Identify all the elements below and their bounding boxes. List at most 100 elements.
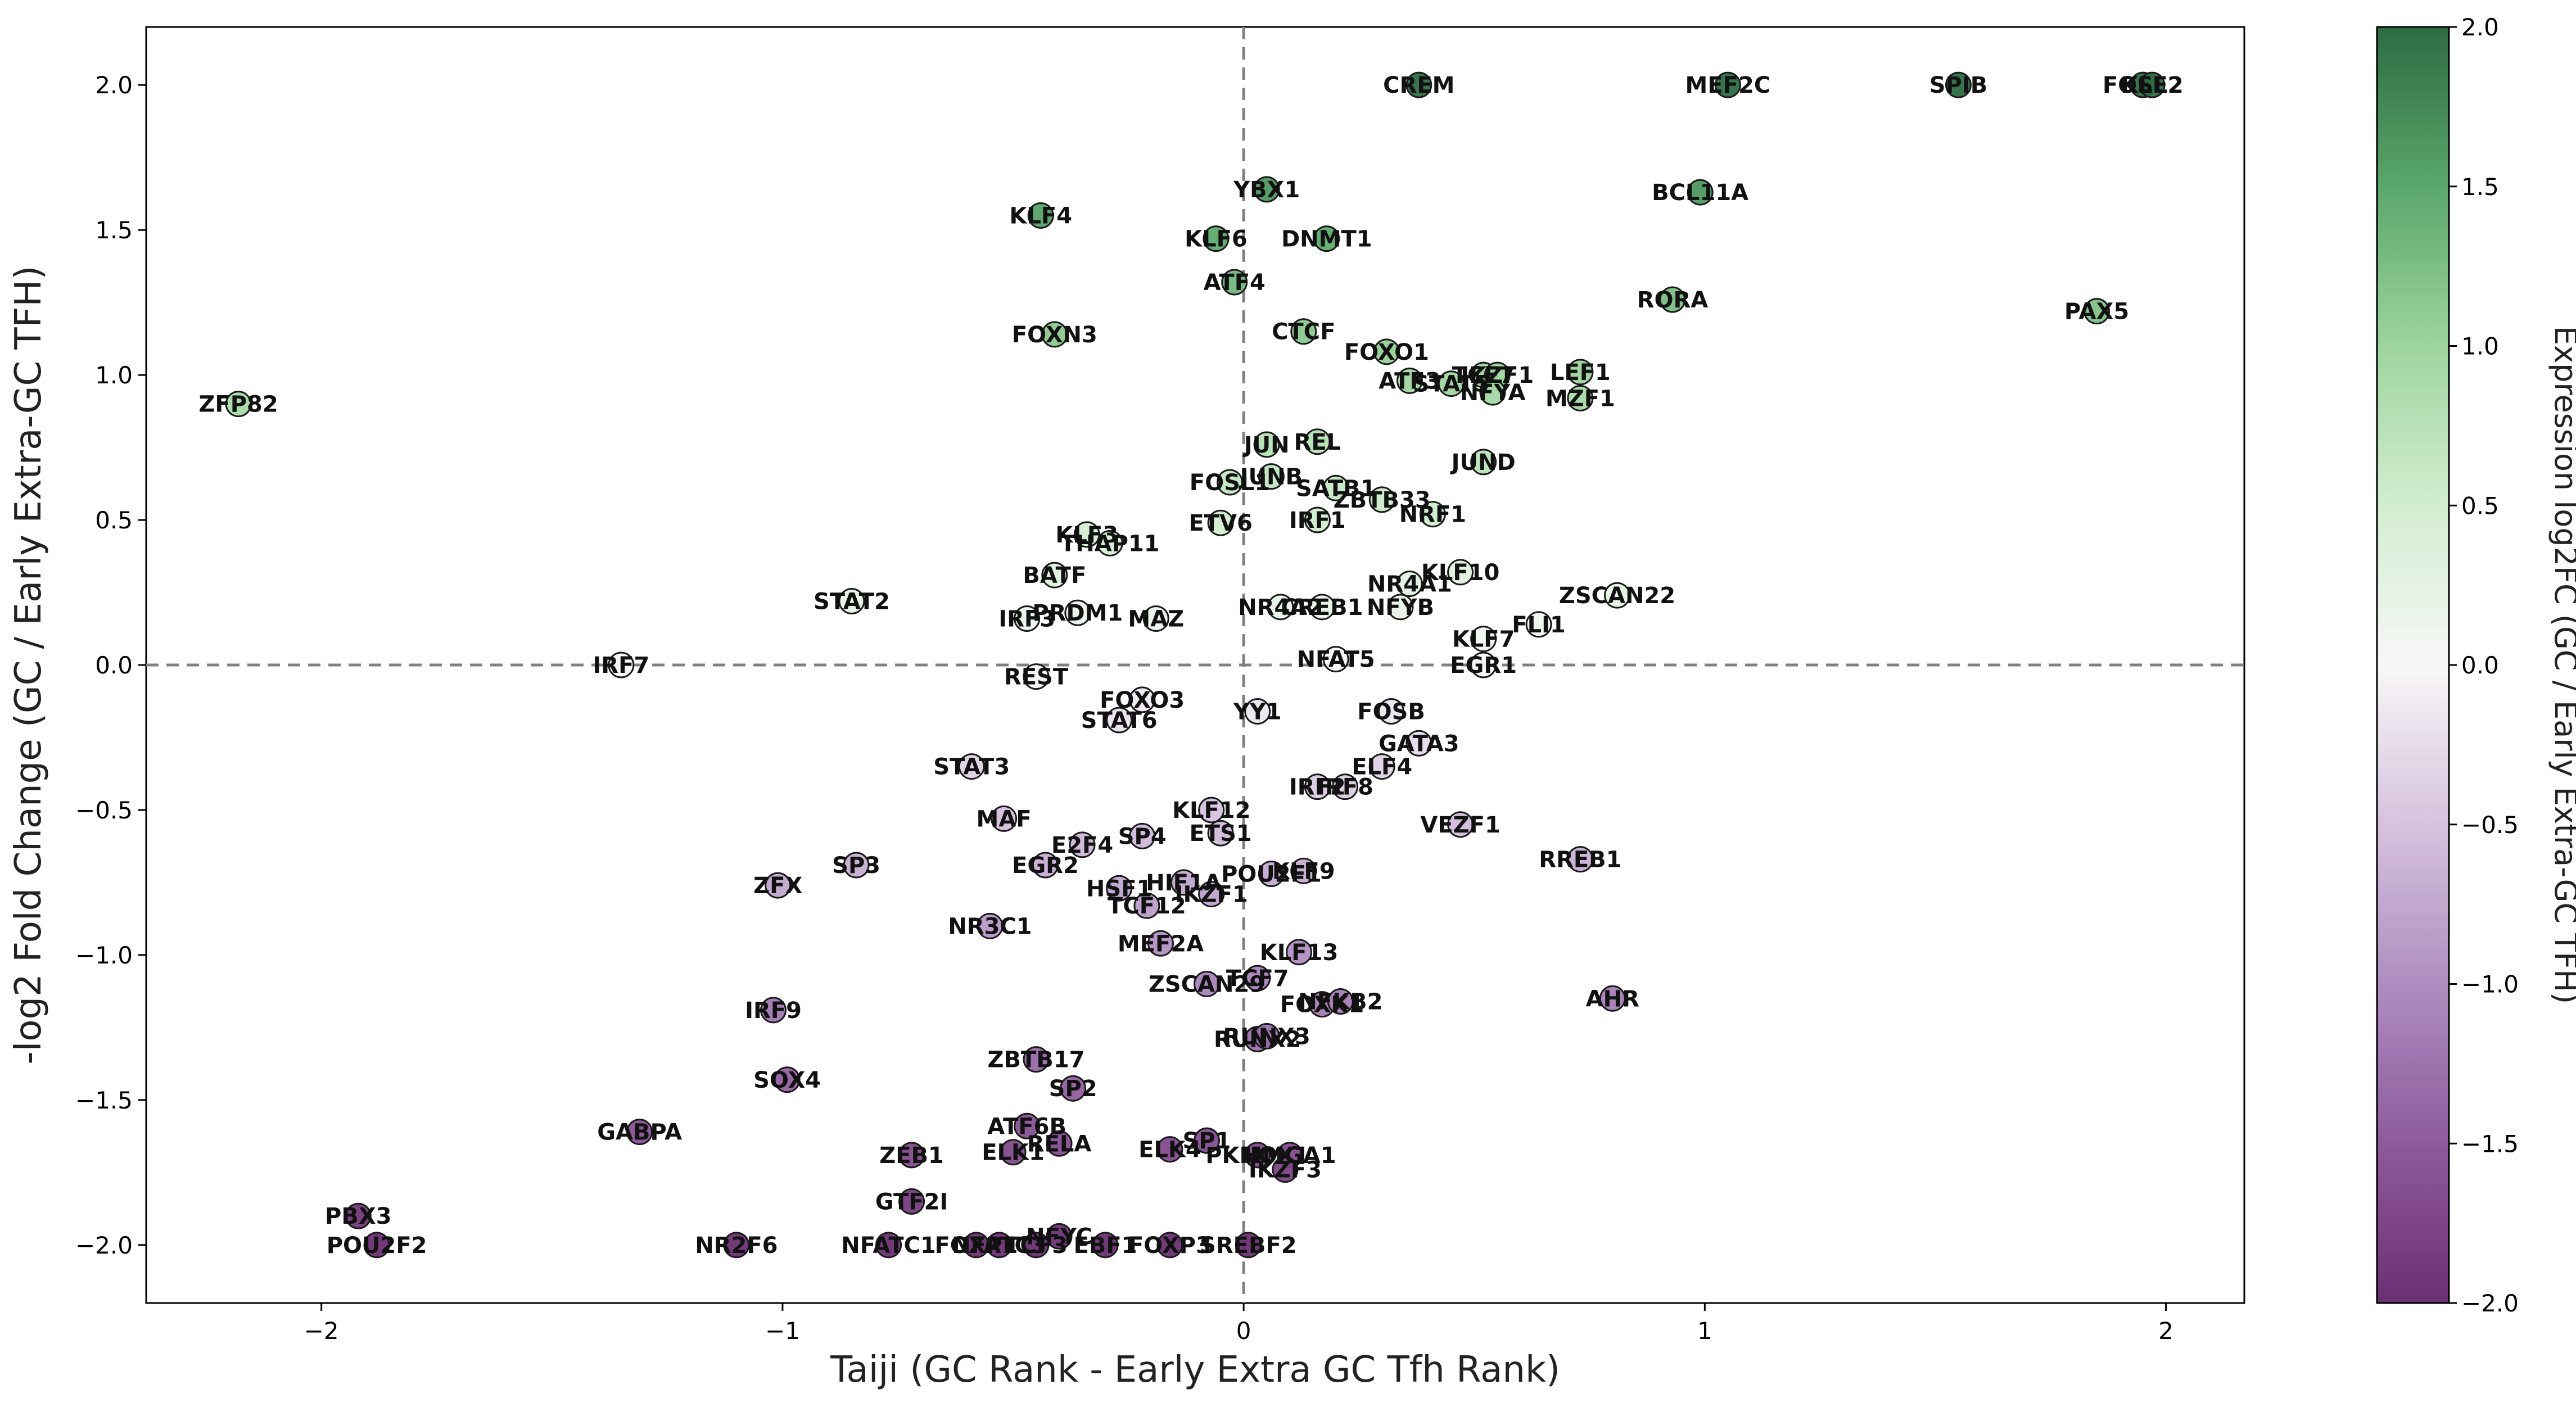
data-point (1290, 318, 1317, 345)
point-label: SP3 (832, 853, 880, 879)
point-label: NRF1 (1399, 502, 1466, 528)
colorbar-tick-label: −1.0 (2461, 971, 2519, 998)
data-point (1096, 530, 1123, 557)
data-point (1258, 860, 1285, 887)
data-point (1604, 582, 1631, 609)
colorbar-gradient (2376, 26, 2450, 1304)
data-point (1322, 646, 1349, 673)
point-label: RREB1 (1539, 847, 1621, 873)
point-label: IKZF1 (1175, 882, 1248, 908)
point-label: NFYB (1367, 595, 1434, 621)
point-label: NFYA (1460, 380, 1526, 406)
point-label: KLF7 (1452, 627, 1515, 653)
data-point (1106, 707, 1133, 734)
data-point (977, 912, 1004, 939)
data-point (1014, 605, 1041, 632)
point-label: GTF2I (875, 1189, 948, 1215)
data-point (1567, 359, 1594, 386)
data-point (1156, 1136, 1183, 1163)
data-point (1041, 321, 1068, 348)
point-label: TCF7 (1452, 363, 1515, 388)
point-label: MEF2A (1118, 931, 1204, 957)
point-label: SP4 (1118, 824, 1167, 849)
data-point (1253, 1023, 1280, 1049)
point-label: NR4A1 (1367, 572, 1452, 598)
point-label: POU2F2 (327, 1233, 427, 1259)
y-tick-label: 1.5 (95, 216, 133, 244)
point-label: PRDM1 (1032, 600, 1123, 626)
point-label: JUND (1450, 450, 1516, 476)
point-label: IKZF1 (1461, 363, 1534, 388)
data-point (991, 805, 1018, 832)
point-label: STAT5 (1413, 372, 1489, 397)
data-point (875, 1232, 902, 1259)
point-label: IRF8 (1317, 775, 1373, 800)
data-point (1207, 820, 1234, 847)
data-point (1023, 1046, 1050, 1073)
point-label: FOSL2 (2103, 73, 2183, 98)
point-label: MZF1 (1545, 386, 1615, 411)
point-label: KLF12 (1172, 798, 1250, 824)
point-label: KLF6 (1185, 227, 1248, 252)
data-point (1235, 1232, 1262, 1259)
point-label: STAT2 (814, 589, 890, 615)
point-label: TCF12 (1108, 893, 1186, 919)
data-point (1567, 846, 1594, 873)
data-point (1373, 338, 1400, 365)
data-point (1267, 594, 1294, 621)
point-label: REL (1294, 429, 1341, 455)
data-point (1659, 286, 1686, 313)
data-point (1129, 822, 1156, 849)
data-point (345, 1202, 372, 1229)
data-point (1203, 225, 1230, 252)
point-label: CREB1 (1281, 595, 1363, 621)
points-layer (225, 71, 2166, 1259)
data-point (1304, 428, 1331, 455)
data-point (1023, 663, 1050, 690)
point-label: SREBF2 (1200, 1233, 1297, 1259)
point-label: VEZF1 (1420, 812, 1500, 838)
point-label: FOXP1 (934, 1233, 1018, 1259)
point-label: ATF4 (1204, 270, 1266, 296)
point-label: POU2F1 (1221, 861, 1322, 887)
colorbar: −2.0 −1.5 −1.0 −0.5 0.0 0.5 1.0 1.5 2.0 Expressi… (2376, 13, 2576, 1317)
point-label: CTCF (1272, 319, 1335, 345)
data-point (626, 1119, 653, 1146)
point-label: FOXO3 (1100, 687, 1185, 713)
data-point (838, 588, 865, 614)
data-point (1000, 1139, 1027, 1166)
colorbar-tick-label: −2.0 (2461, 1290, 2519, 1317)
y-tick-label: −2.0 (75, 1232, 133, 1259)
point-label: RUNX2 (1214, 1027, 1301, 1053)
data-point (1198, 797, 1225, 824)
point-label: IRF1 (1289, 508, 1346, 533)
data-point (1447, 559, 1474, 586)
colorbar-tick-label: 1.0 (2461, 333, 2499, 360)
point-label: NR4A2 (1238, 595, 1323, 621)
data-point (1244, 1142, 1271, 1169)
point-label: JUNB (1239, 464, 1303, 490)
data-point (1027, 202, 1054, 229)
colorbar-tick-label: −1.5 (2461, 1130, 2519, 1157)
data-point (1599, 985, 1626, 1012)
data-point (1046, 1223, 1073, 1250)
point-label: RELA (1027, 1131, 1092, 1157)
point-label: IRF2 (1289, 775, 1346, 800)
data-point (1378, 698, 1405, 725)
data-point (1309, 594, 1336, 621)
point-label: NR2F6 (695, 1233, 778, 1259)
data-point (1687, 179, 1714, 206)
point-label: CREM (1383, 73, 1454, 98)
point-label: FOXN3 (1012, 322, 1097, 348)
point-label: IRF7 (593, 653, 649, 678)
data-point (1470, 449, 1497, 476)
data-point (1290, 857, 1317, 884)
data-point (1405, 71, 1432, 98)
data-point (1142, 605, 1169, 632)
point-label: ELF4 (1352, 754, 1412, 780)
point-label: ZFP82 (198, 392, 278, 418)
point-label: ELK4 (1138, 1137, 1201, 1163)
point-label: ATF6B (987, 1114, 1066, 1139)
point-label: HIF1A (1146, 870, 1222, 896)
